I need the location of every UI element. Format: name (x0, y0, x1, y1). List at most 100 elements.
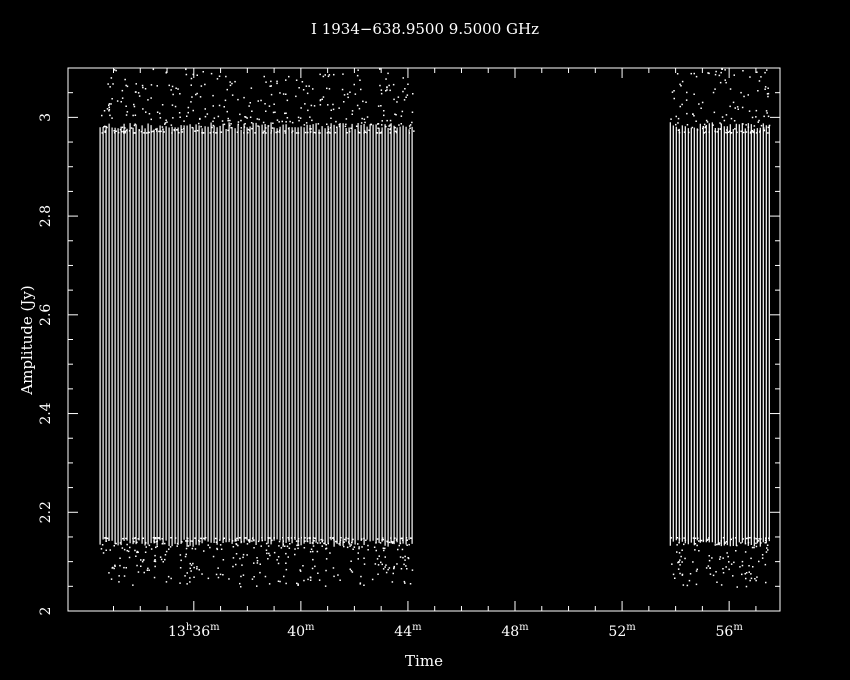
data-point (680, 555, 682, 558)
data-point (273, 103, 275, 105)
data-point (403, 580, 406, 583)
data-point (330, 109, 332, 111)
data-point (752, 566, 754, 568)
data-point (764, 542, 766, 544)
data-point (287, 537, 289, 539)
data-point (258, 118, 260, 121)
data-point (346, 546, 349, 549)
data-point (289, 543, 291, 545)
data-point (727, 131, 730, 133)
data-point (767, 87, 769, 89)
data-point (273, 551, 276, 554)
data-point (244, 123, 246, 125)
y-tick-label: 2.2 (38, 501, 54, 523)
data-point (105, 125, 107, 128)
data-point (253, 562, 255, 564)
data-point (378, 555, 380, 557)
data-point (198, 122, 200, 125)
data-point (351, 541, 353, 544)
data-point (259, 563, 261, 565)
data-point (302, 565, 304, 567)
data-point (304, 103, 306, 105)
data-point (229, 81, 231, 83)
data-point (696, 129, 699, 131)
data-point (745, 131, 748, 133)
data-point (187, 106, 190, 109)
data-point (402, 556, 404, 559)
data-point (227, 119, 229, 122)
data-point (297, 537, 300, 540)
data-point (686, 124, 689, 126)
data-point (744, 551, 747, 553)
data-point (399, 542, 402, 545)
data-point (678, 131, 681, 134)
data-point (138, 129, 140, 131)
data-point (249, 102, 251, 104)
data-point (749, 537, 751, 539)
data-point (730, 563, 733, 565)
data-point (672, 573, 675, 576)
data-point (159, 117, 162, 119)
data-point (406, 568, 408, 570)
data-point (376, 132, 379, 134)
data-point (140, 559, 142, 561)
data-point (351, 571, 354, 573)
data-point (126, 549, 128, 552)
data-point (204, 115, 207, 118)
data-point (161, 538, 163, 540)
data-point (377, 573, 379, 575)
data-point (287, 127, 290, 130)
data-point (411, 569, 414, 571)
data-point (381, 537, 384, 539)
data-point (202, 132, 205, 134)
data-point (159, 112, 161, 115)
data-point (189, 562, 191, 565)
data-point (380, 89, 383, 91)
data-point (768, 537, 770, 539)
data-point (222, 574, 224, 576)
data-point (677, 561, 679, 564)
data-point (347, 96, 349, 99)
data-point (728, 568, 730, 571)
data-point (102, 552, 105, 554)
data-point (235, 553, 238, 555)
data-point (360, 539, 362, 541)
data-point (765, 110, 768, 112)
data-point (133, 540, 135, 543)
data-point (121, 126, 124, 129)
data-point (232, 557, 235, 559)
data-point (745, 572, 748, 574)
data-point (140, 565, 142, 567)
data-point (363, 563, 366, 565)
data-point (150, 84, 153, 86)
data-point (108, 108, 111, 111)
data-point (353, 83, 355, 86)
data-point (309, 579, 312, 581)
data-point (719, 128, 722, 130)
data-point (169, 546, 172, 548)
data-point (120, 101, 122, 103)
data-point (108, 104, 110, 106)
data-point (741, 560, 744, 563)
data-point (274, 111, 276, 113)
data-point (681, 103, 683, 106)
data-point (760, 76, 762, 78)
data-point (384, 547, 386, 550)
data-point (678, 542, 680, 544)
data-point (381, 120, 383, 122)
data-point (282, 93, 285, 95)
data-point (413, 130, 415, 132)
data-point (330, 117, 332, 119)
data-point (265, 110, 267, 112)
data-point (111, 567, 113, 569)
data-point (344, 125, 347, 128)
data-point (271, 539, 273, 542)
data-point (389, 119, 392, 122)
data-point (209, 132, 211, 134)
data-point (282, 543, 284, 546)
data-point (321, 545, 323, 547)
data-point (231, 540, 234, 542)
data-point (248, 541, 251, 543)
data-point (380, 105, 382, 107)
data-point (238, 537, 241, 539)
